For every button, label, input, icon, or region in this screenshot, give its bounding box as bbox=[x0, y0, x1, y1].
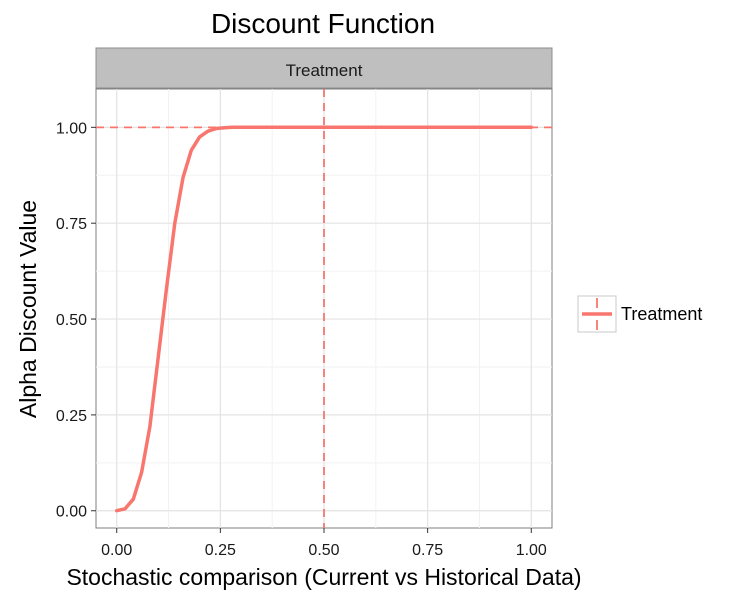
legend: Treatment bbox=[577, 295, 702, 333]
y-tick-label: 0.75 bbox=[56, 216, 87, 233]
chart-title: Discount Function bbox=[211, 8, 435, 39]
x-tick-label: 0.25 bbox=[205, 542, 236, 559]
facet-strip bbox=[95, 47, 553, 89]
x-tick-label: 0.50 bbox=[308, 542, 339, 559]
x-axis-label: Stochastic comparison (Current vs Histor… bbox=[66, 564, 581, 590]
y-axis-label: Alpha Discount Value bbox=[15, 200, 41, 418]
x-tick-label: 0.00 bbox=[101, 542, 132, 559]
series-line-treatment bbox=[114, 125, 534, 513]
x-axis: 0.00 0.25 0.50 0.75 1.00 bbox=[101, 528, 547, 559]
x-tick-label: 0.75 bbox=[412, 542, 443, 559]
facet-label: Treatment bbox=[286, 61, 363, 80]
x-tick-label: 1.00 bbox=[516, 542, 547, 559]
y-tick-label: 0.00 bbox=[56, 504, 87, 521]
y-axis: 0.00 0.25 0.50 0.75 1.00 bbox=[56, 120, 96, 521]
y-tick-label: 0.25 bbox=[56, 408, 87, 425]
legend-label-treatment: Treatment bbox=[621, 304, 702, 324]
y-tick-label: 0.50 bbox=[56, 312, 87, 329]
y-tick-label: 1.00 bbox=[56, 120, 87, 137]
series-layer bbox=[114, 125, 534, 513]
